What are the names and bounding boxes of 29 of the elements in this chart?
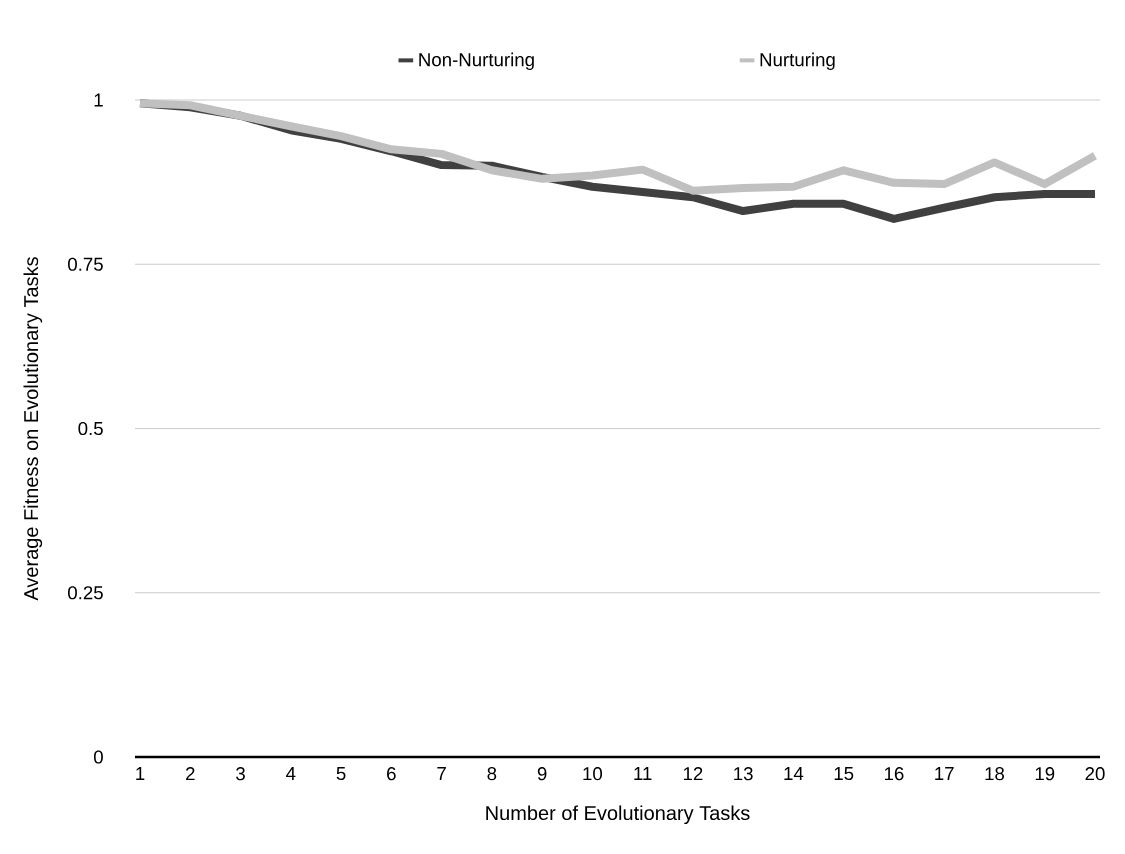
x-tick-label: 20 [1085,767,1105,781]
y-tick-label: 0.5 [78,421,103,436]
x-tick-label: 18 [985,767,1005,781]
y-tick-label: 1 [94,93,103,107]
x-tick-label: 8 [487,767,497,781]
x-tick-label: 10 [583,767,603,781]
y-tick-label: 0.25 [68,586,103,600]
x-tick-label: 5 [336,767,346,781]
x-tick-label: 14 [784,767,804,780]
x-tick-label: 2 [186,767,195,781]
x-tick-label: 17 [935,767,954,780]
x-tick-label: 9 [537,767,547,781]
y-tick-label: 0 [93,750,103,764]
x-axis-title: Number of Evolutionary Tasks [486,805,750,825]
x-tick-label: 3 [236,767,245,781]
x-tick-label: 19 [1035,767,1055,781]
x-tick-label: 16 [884,767,904,781]
y-axis-title: Average Fitness on Evolutionary Tasks [23,257,43,601]
x-tick-label: 12 [683,767,703,781]
legend-label: Nurturing [760,52,835,70]
x-tick-label: 6 [387,767,396,781]
y-tick-label: 0.75 [68,257,103,271]
x-tick-label: 7 [437,767,446,780]
x-tick-label: 1 [136,767,145,780]
x-tick-label: 15 [834,767,854,781]
x-tick-label: 13 [734,767,753,781]
legend-label: Non-Nurturing [419,52,534,70]
x-tick-label: 11 [634,767,652,780]
x-tick-label: 4 [286,767,296,780]
